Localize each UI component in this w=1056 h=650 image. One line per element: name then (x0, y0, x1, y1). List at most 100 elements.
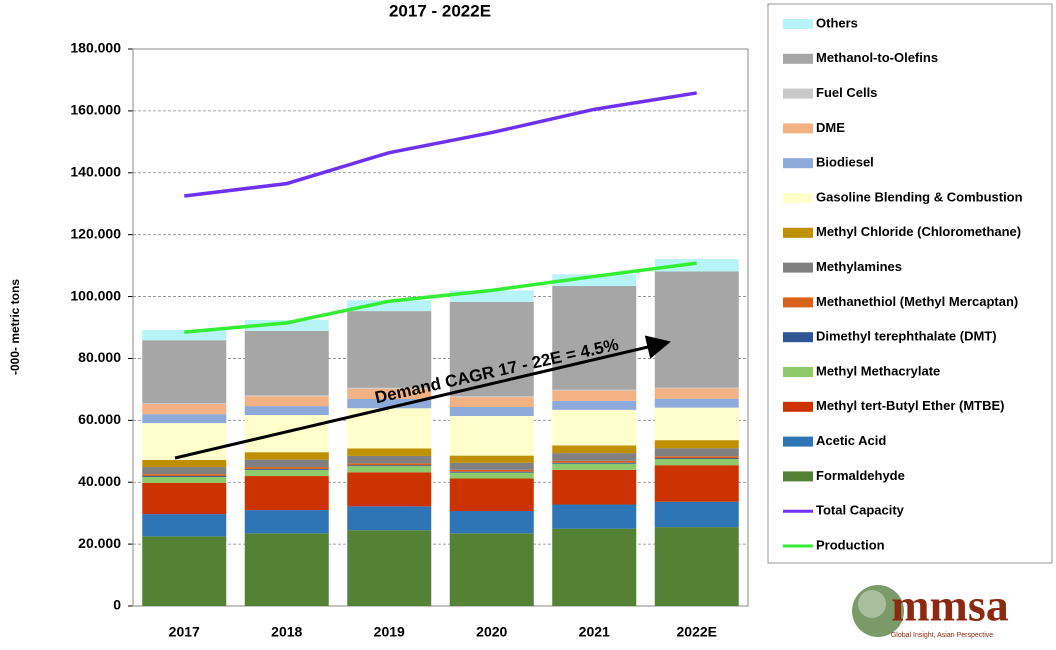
legend-label: Dimethyl terephthalate (DMT) (816, 329, 997, 344)
bar-segment (449, 462, 534, 470)
y-tick-label: 140.000 (70, 163, 121, 179)
y-tick-label: 160.000 (70, 102, 121, 118)
legend-swatch (783, 297, 813, 308)
bar-segment (244, 533, 329, 606)
bar-segment (142, 476, 227, 477)
legend-label: Fuel Cells (816, 85, 877, 100)
bar-segment (244, 396, 329, 407)
bar-segment (142, 476, 227, 483)
legend-label: Others (816, 15, 858, 30)
legend-swatch (783, 193, 813, 203)
x-tick-label: 2021 (579, 624, 610, 640)
bar-segment (449, 416, 534, 456)
bar-segment (552, 389, 637, 391)
legend-swatch (783, 436, 813, 447)
logo-name: mmsa (891, 580, 1009, 631)
legend-label: Total Capacity (816, 503, 905, 518)
bar-segment (654, 458, 739, 460)
bar-segment (449, 301, 534, 397)
bar-segment (552, 469, 637, 505)
bar-segment (142, 474, 227, 477)
bar-segment (449, 511, 534, 534)
legend-swatch (783, 262, 813, 273)
x-tick-label: 2022E (677, 624, 717, 640)
bar-segment (244, 395, 329, 397)
x-tick-label: 2017 (169, 624, 200, 640)
y-tick-label: 180.000 (70, 40, 121, 56)
bar-segment (142, 482, 227, 515)
bar-segment (142, 340, 227, 404)
y-tick-label: 80.000 (78, 349, 121, 365)
legend-swatch (783, 123, 813, 134)
bar-segment (244, 476, 329, 511)
bar-segment (654, 459, 739, 466)
bar-segment (449, 290, 534, 302)
bar-segment (244, 415, 329, 453)
plot-border (132, 48, 749, 607)
bar-segment (449, 472, 534, 479)
bar-segment (347, 530, 432, 606)
bar-segment (244, 452, 329, 460)
bar-segment (552, 528, 637, 606)
legend-label: Methyl tert-Butyl Ether (MTBE) (816, 398, 1005, 413)
y-tick-label: 0 (113, 597, 121, 613)
bar-segment (244, 459, 329, 468)
x-tick-label: 2020 (476, 624, 507, 640)
bar-segment (142, 514, 227, 537)
legend-label: DME (816, 120, 845, 135)
bar-segment (244, 406, 329, 416)
bar-segment (654, 440, 739, 449)
bar-segment (552, 286, 637, 390)
bar-segment (347, 455, 432, 464)
legend-swatch (783, 332, 813, 343)
legend-label: Methanol-to-Olefins (816, 50, 938, 65)
bar-segment (654, 259, 739, 272)
y-tick-label: 60.000 (78, 411, 121, 427)
bar-segment (142, 403, 227, 404)
bar-segment (552, 504, 637, 529)
bar-segment (654, 456, 739, 459)
bar-segment (449, 396, 534, 398)
bar-segment (449, 407, 534, 417)
bar-segment (244, 510, 329, 534)
y-tick-label: 120.000 (70, 225, 121, 241)
legend-swatch (783, 53, 813, 64)
bar-segment (347, 472, 432, 507)
bar-segment (347, 448, 432, 456)
bar-segment (244, 469, 329, 477)
bar-segment (244, 330, 329, 396)
bar-segment (654, 387, 739, 389)
x-tick-label: 2018 (271, 624, 302, 640)
bar-segment (449, 478, 534, 512)
bar-segment (552, 453, 637, 461)
legend-label: Methyl Chloride (Chloromethane) (816, 224, 1021, 239)
bar-segment (347, 398, 432, 409)
bar-segment (449, 397, 534, 408)
annotation-arrow (174, 335, 671, 460)
bar-segment (552, 390, 637, 401)
legend-label: Formaldehyde (816, 468, 905, 483)
line-series (184, 261, 697, 334)
legend-swatch (783, 88, 813, 99)
legend-swatch (783, 401, 813, 412)
bar-segment (449, 471, 534, 473)
legend-label: Methyl Methacrylate (816, 363, 940, 378)
legend-label: Biodiesel (816, 155, 874, 170)
legend-label: Acetic Acid (816, 433, 886, 448)
bar-segment (449, 455, 534, 463)
legend-label: Gasoline Blending & Combustion (816, 189, 1023, 204)
legend-label: Methanethiol (Methyl Mercaptan) (816, 294, 1018, 309)
legend-label: Production (816, 537, 885, 552)
logo: mmsa Global Insight, Asian Perspective (852, 580, 1009, 639)
bar-segment (142, 467, 227, 475)
bar-segment (347, 506, 432, 531)
bar-segment (654, 527, 739, 606)
chart-title: 2017 - 2022E (389, 1, 491, 20)
legend-swatch (783, 471, 813, 482)
bar-segment (347, 463, 432, 466)
bar-segment (654, 448, 739, 457)
legend-label: Methylamines (816, 259, 902, 274)
x-tick-label: 2019 (374, 624, 405, 640)
bar-segment (449, 533, 534, 606)
